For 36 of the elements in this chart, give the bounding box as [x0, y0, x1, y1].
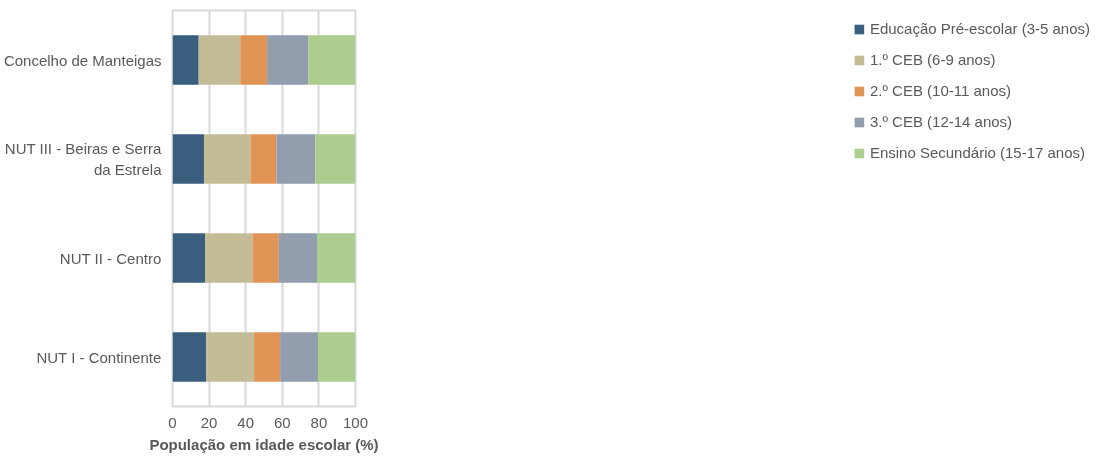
- bar: [205, 233, 253, 283]
- y-tick-label: Concelho de Manteigas: [3, 51, 162, 69]
- x-tick-label: 0: [168, 413, 177, 431]
- bar: [198, 35, 241, 85]
- x-tick-label: 80: [310, 413, 328, 431]
- bar: [278, 233, 318, 283]
- bar: [315, 134, 356, 184]
- legend-label: 1.º CEB (6-9 anos): [869, 51, 996, 68]
- bar: [267, 35, 309, 85]
- legend-label: Educação Pré-escolar (3-5 anos): [869, 20, 1090, 37]
- y-tick-label: NUT I - Continente: [36, 348, 162, 366]
- bar: [172, 233, 206, 283]
- legend-label: Ensino Secundário (15-17 anos): [869, 144, 1086, 161]
- bar: [308, 35, 356, 85]
- bar: [172, 35, 199, 85]
- bar: [317, 233, 356, 283]
- x-tick-label: 100: [342, 413, 369, 431]
- bar: [317, 332, 356, 382]
- y-tick-label: NUT III - Beiras e Serra da Estrela: [4, 140, 163, 178]
- x-tick-label: 60: [273, 413, 291, 431]
- bar: [240, 35, 268, 85]
- bar: [172, 134, 204, 184]
- legend-label: 3.º CEB (12-14 anos): [869, 113, 1013, 130]
- bar: [280, 332, 318, 382]
- bar: [206, 332, 255, 382]
- x-tick-label: 20: [200, 413, 218, 431]
- bar: [172, 332, 207, 382]
- bar: [276, 134, 316, 184]
- y-tick-label: NUT II - Centro: [59, 249, 162, 267]
- bar: [250, 134, 277, 184]
- x-tick-label: 40: [237, 413, 255, 431]
- x-axis-title: População em idade escolar (%): [149, 435, 379, 453]
- bar: [203, 134, 251, 184]
- bar: [252, 233, 279, 283]
- bar: [254, 332, 281, 382]
- legend-label: 2.º CEB (10-11 anos): [869, 82, 1011, 99]
